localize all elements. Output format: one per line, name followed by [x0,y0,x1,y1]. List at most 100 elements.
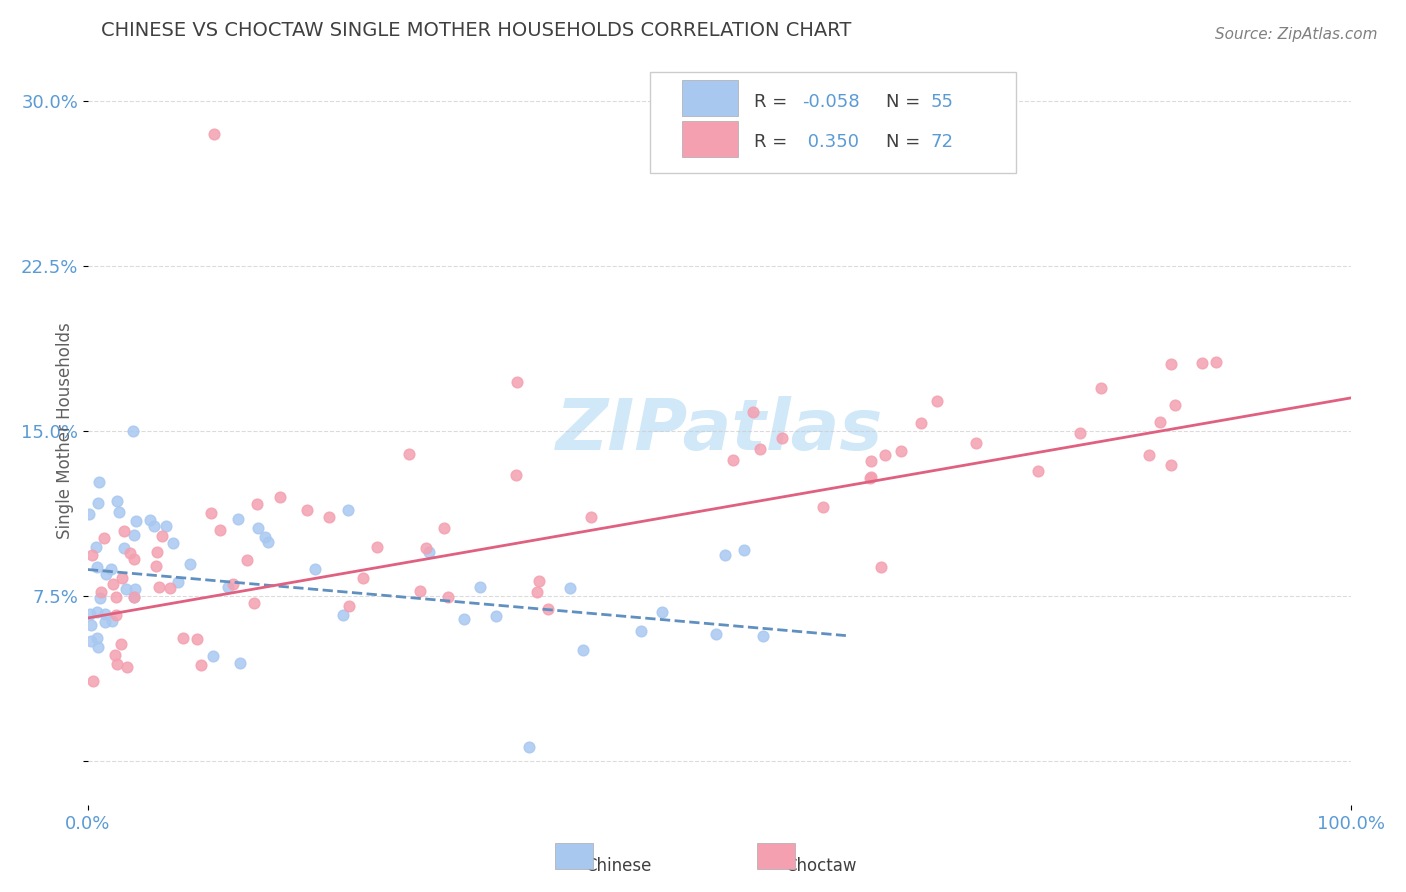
Point [1160,458,1182,473]
Point [870,560,893,574]
Y-axis label: Single Mother Households: Single Mother Households [56,323,75,540]
Point [352,571,374,585]
Point [122,590,145,604]
Point [437,590,460,604]
Point [336,503,359,517]
Point [873,449,896,463]
Point [110,637,132,651]
Point [1191,356,1213,370]
Point [398,447,420,461]
Point [159,581,181,595]
Point [105,493,128,508]
Point [150,529,173,543]
Point [714,548,737,562]
Point [229,657,252,671]
Point [139,512,162,526]
Point [1069,425,1091,440]
Point [235,552,257,566]
Point [217,580,239,594]
Point [122,424,145,438]
Text: Chinese: Chinese [585,857,651,875]
Point [89,591,111,606]
Point [527,574,550,589]
Point [453,612,475,626]
Text: 72: 72 [931,133,953,151]
Point [304,561,326,575]
Point [1149,416,1171,430]
Point [247,521,270,535]
Point [104,608,127,623]
Point [114,582,136,596]
Point [201,649,224,664]
Point [1026,464,1049,478]
Point [859,471,882,485]
Point [572,642,595,657]
Point [172,631,194,645]
Point [104,590,127,604]
Point [111,571,134,585]
Point [89,475,111,489]
Point [122,590,145,604]
Point [246,497,269,511]
FancyBboxPatch shape [555,843,593,869]
Text: R =: R = [754,93,793,111]
Point [112,524,135,538]
Point [468,581,491,595]
Text: ZIPatlas: ZIPatlas [555,396,883,466]
Point [86,605,108,619]
Point [94,607,117,621]
Point [910,416,932,430]
Point [87,640,110,654]
Point [167,575,190,590]
Point [226,511,249,525]
FancyBboxPatch shape [758,843,796,869]
Point [86,560,108,574]
Point [630,624,652,639]
Point [90,585,112,599]
Point [253,530,276,544]
Point [80,634,103,648]
Point [332,607,354,622]
FancyBboxPatch shape [650,71,1017,173]
Point [318,509,340,524]
Text: R =: R = [754,133,793,151]
Point [408,583,430,598]
Point [94,615,117,629]
Point [112,541,135,555]
Point [186,632,208,646]
Point [104,648,127,663]
Point [80,618,103,632]
Point [859,454,882,468]
Point [770,431,793,445]
Point [242,596,264,610]
Point [965,436,987,450]
Point [1160,357,1182,371]
Text: 55: 55 [931,93,953,111]
Point [485,608,508,623]
FancyBboxPatch shape [682,80,738,116]
Point [145,558,167,573]
Point [651,605,673,619]
Point [433,521,456,535]
Point [366,540,388,554]
Point [890,444,912,458]
Point [202,127,225,141]
Point [1137,449,1160,463]
Point [105,657,128,671]
Point [734,543,756,558]
Point [723,453,745,467]
Text: Choctaw: Choctaw [785,857,856,875]
Point [418,545,440,559]
Point [257,534,280,549]
Point [143,519,166,533]
Point [79,607,101,621]
Text: 0.350: 0.350 [801,133,859,151]
Point [118,546,141,560]
Point [1164,398,1187,412]
Point [82,674,104,689]
Text: -0.058: -0.058 [801,93,859,111]
Point [146,545,169,559]
Point [925,393,948,408]
Point [558,581,581,595]
Point [100,562,122,576]
